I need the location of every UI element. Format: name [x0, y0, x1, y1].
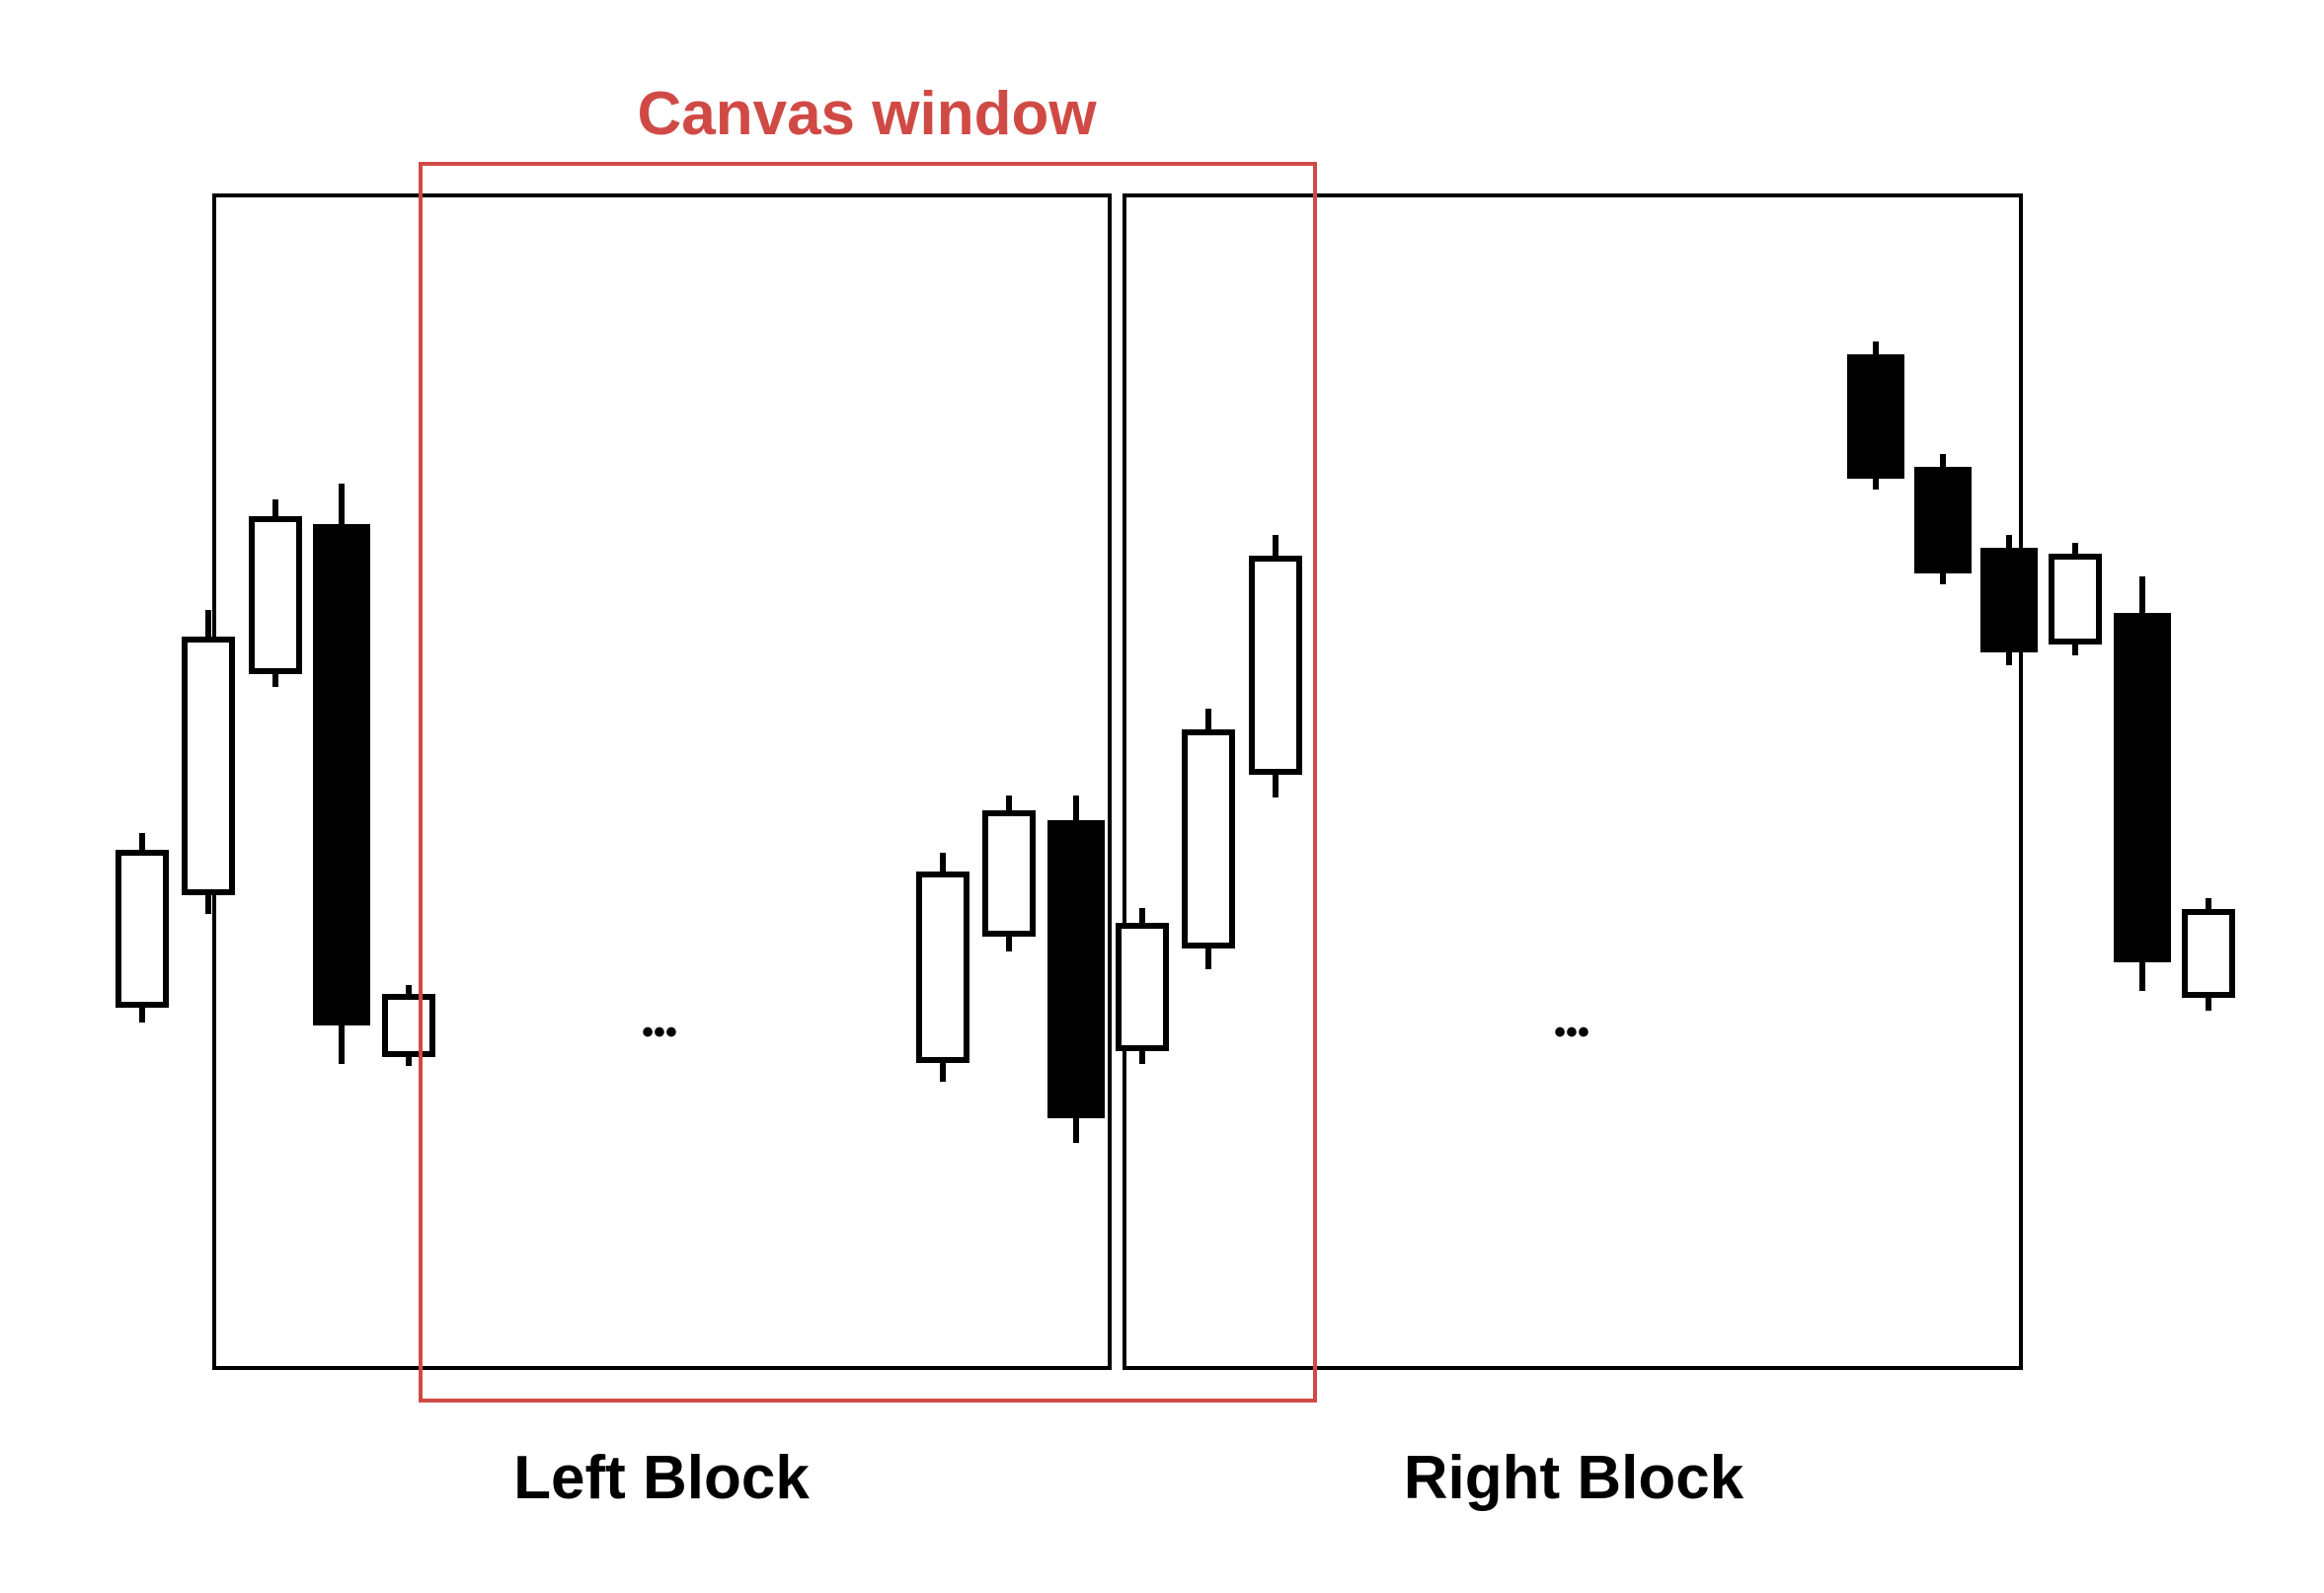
candle-body: [2049, 554, 2102, 645]
left-block-ellipsis: •••: [642, 1014, 677, 1051]
right-block-frame: [1123, 193, 2023, 1370]
candle-body: [1847, 354, 1904, 479]
candle-body: [1249, 556, 1302, 775]
candle-body: [982, 810, 1036, 937]
canvas-window-frame: [419, 162, 1317, 1403]
candle-body: [1914, 467, 1972, 573]
candle-body: [313, 524, 370, 1025]
candle-body: [2114, 613, 2171, 962]
candle-bearish: [313, 484, 370, 1064]
right-block-ellipsis: •••: [1554, 1014, 1589, 1051]
candle-body: [1980, 548, 2038, 652]
candle-bearish: [2114, 576, 2171, 991]
candle-bullish: [2182, 898, 2235, 1011]
candle-body: [249, 516, 302, 674]
candle-bullish: [1116, 908, 1169, 1064]
left-block-label: Left Block: [513, 1444, 810, 1512]
canvas-window-label: Canvas window: [637, 80, 1097, 148]
candle-body: [2182, 909, 2235, 998]
candle-bullish: [382, 985, 435, 1066]
right-block-label: Right Block: [1404, 1444, 1744, 1512]
candle-body: [116, 850, 169, 1008]
candle-bullish: [1249, 535, 1302, 797]
candle-bullish: [916, 853, 969, 1082]
candle-body: [1047, 820, 1105, 1118]
candle-bullish: [116, 833, 169, 1023]
candle-body: [382, 994, 435, 1057]
candle-bullish: [249, 499, 302, 687]
candle-bullish: [182, 610, 235, 914]
candle-body: [1182, 729, 1235, 948]
candle-bearish: [1047, 796, 1105, 1143]
candle-bearish: [1980, 535, 2038, 665]
candle-bullish: [2049, 543, 2102, 655]
candle-body: [1116, 923, 1169, 1051]
candle-bullish: [982, 796, 1036, 951]
candle-bullish: [1182, 709, 1235, 969]
candle-bearish: [1847, 341, 1904, 490]
candle-body: [916, 872, 969, 1063]
candle-body: [182, 637, 235, 895]
candles-layer: [116, 341, 2235, 1143]
candle-bearish: [1914, 454, 1972, 584]
